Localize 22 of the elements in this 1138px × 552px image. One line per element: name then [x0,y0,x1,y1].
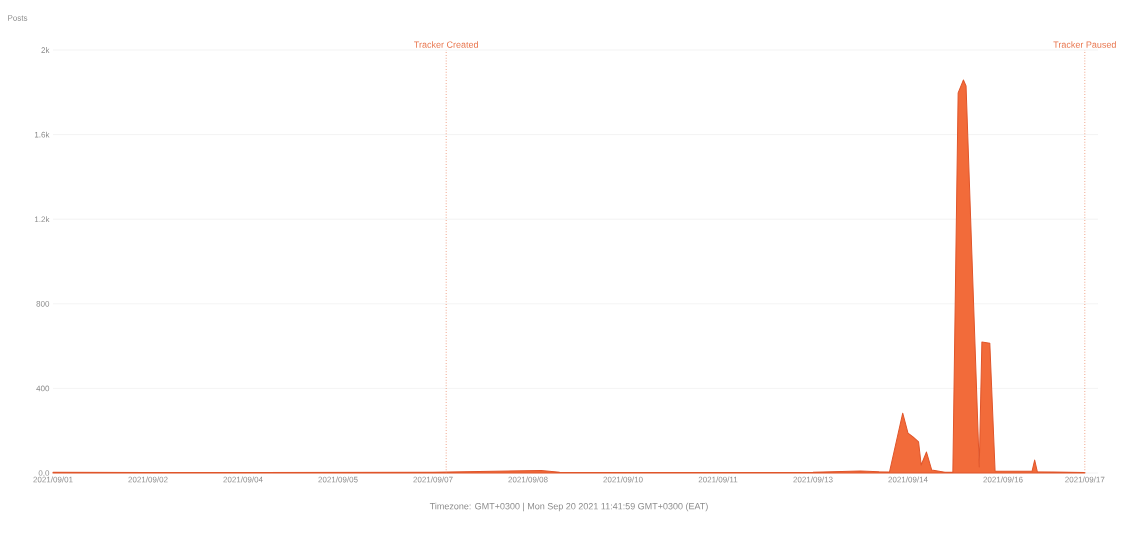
x-tick-label: 2021/09/14 [888,476,928,483]
ref-line-label: Tracker Created [414,41,478,48]
y-tick-label: 1.6k [34,131,50,138]
x-tick-label: 2021/09/13 [793,476,833,483]
x-tick-label: 2021/09/10 [603,476,643,483]
x-tick-label: 2021/09/07 [413,476,453,483]
ref-line-label: Tracker Paused [1053,41,1116,48]
y-tick-label: 800 [36,300,50,307]
y-tick-label: 0.0 [38,470,50,476]
x-tick-label: 2021/09/04 [223,476,263,483]
y-tick-label: 1.2k [34,216,50,223]
text: Timezone: GMT+0300 | Mon Sep 20 2021 11:41:59 GMT+0300 (EAT) [429,502,708,512]
y-axis-title: Posts [8,15,28,21]
y-tick-label: 2k [41,47,50,53]
x-tick-label: 2021/09/17 [1065,476,1105,483]
x-tick-label: 2021/09/16 [983,476,1023,483]
y-tick-label: 400 [36,385,50,392]
x-tick-label: 2021/09/02 [128,476,168,483]
x-tick-label: 2021/09/01 [33,476,73,483]
x-tick-label: 2021/09/05 [318,476,358,483]
x-tick-label: 2021/09/11 [698,476,738,483]
x-tick-label: 2021/09/08 [508,476,548,483]
